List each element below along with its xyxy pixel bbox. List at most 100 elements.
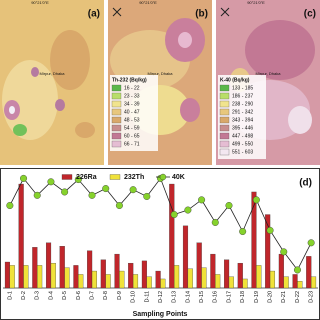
point [129, 186, 137, 194]
legend-swatch [219, 92, 230, 100]
bar [174, 265, 180, 289]
bar [73, 265, 79, 289]
x-tick-label: D-5 [62, 291, 68, 300]
legend-swatch [219, 132, 230, 140]
x-tick-label: D-16 [213, 291, 219, 303]
x-tick-label: D-20 [268, 291, 274, 303]
x-tick-label: D-12 [158, 291, 164, 303]
point [280, 248, 288, 256]
point [239, 227, 247, 235]
x-tick-label: D-3 [35, 291, 41, 300]
legend-label: 232Th [124, 174, 144, 181]
x-tick-label: D-2 [21, 291, 27, 300]
bar [169, 183, 175, 289]
coord-label: 90°21'0"E [247, 0, 265, 5]
x-tick-label: D-7 [89, 291, 95, 300]
place-label: Mirpur, Dhaka [148, 71, 174, 76]
point [266, 226, 274, 234]
bar [132, 274, 139, 289]
bar [18, 183, 24, 289]
legend-label: 40 - 47 [124, 109, 140, 115]
point [307, 239, 315, 247]
bar [146, 276, 152, 289]
point [61, 188, 69, 196]
bar [59, 246, 65, 289]
x-tick-label: D-4 [48, 291, 54, 300]
bar [215, 274, 221, 289]
legend-label: 48 - 53 [124, 117, 140, 123]
x-tick-label: D-22 [295, 291, 301, 303]
bar [311, 276, 317, 289]
legend-title: Th-232 (Bq/kg) [112, 77, 147, 83]
legend-swatch [111, 132, 122, 140]
legend-label: 291 - 342 [232, 109, 253, 115]
bar [242, 278, 248, 289]
bar [155, 270, 161, 289]
coord-label: 90°21'0"E [139, 0, 157, 5]
legend-label: 499 - 550 [232, 141, 253, 147]
x-tick-label: D-13 [172, 291, 178, 303]
x-tick-label: D-10 [131, 291, 137, 303]
bar [228, 276, 234, 289]
x-tick-label: D-15 [199, 291, 205, 303]
bar [114, 253, 120, 289]
bar [50, 262, 56, 289]
place-label: Mirpur, Dhaka [40, 71, 66, 76]
x-tick-label: D-18 [240, 291, 246, 303]
x-axis-label: Sampling Points [133, 311, 188, 318]
legend-swatch [111, 116, 122, 124]
bar [105, 274, 111, 289]
bar [196, 242, 202, 289]
bar [256, 265, 262, 289]
map-label: (b) [195, 9, 208, 20]
legend-label: 40K [172, 174, 185, 181]
legend-swatch [111, 108, 122, 116]
bar [37, 265, 43, 289]
point [211, 218, 219, 226]
point [20, 174, 28, 182]
bar [283, 276, 289, 289]
bar [64, 267, 70, 289]
legend-swatch [219, 124, 230, 132]
bar [45, 242, 52, 289]
bar [265, 214, 271, 289]
legend-swatch [219, 100, 230, 108]
panel-label: (d) [299, 178, 312, 189]
legend-label: 238 - 290 [232, 101, 253, 107]
map-label: (c) [304, 9, 316, 20]
legend-label: 133 - 185 [232, 85, 253, 91]
legend-label: 66 - 71 [124, 141, 140, 147]
x-tick-label: D-9 [117, 291, 123, 300]
bar [269, 270, 276, 289]
legend-swatch [111, 84, 122, 92]
legend-label: 343 - 394 [232, 117, 253, 123]
legend-label: 395 - 446 [232, 125, 253, 131]
bar [23, 265, 29, 289]
point [170, 211, 178, 219]
legend-label: 551 - 603 [232, 149, 253, 155]
point [293, 266, 301, 274]
legend-swatch [219, 84, 230, 92]
bar [297, 281, 303, 289]
legend-swatch [61, 174, 73, 180]
bar [119, 270, 125, 289]
legend-label: 186 - 237 [232, 93, 253, 99]
x-tick-label: D-21 [281, 291, 287, 303]
x-tick-label: D-6 [76, 291, 82, 300]
point [225, 202, 233, 210]
legend-label: 447 - 498 [232, 133, 253, 139]
point [6, 202, 14, 210]
point [102, 185, 110, 193]
x-tick-label: D-14 [185, 291, 191, 303]
point [252, 196, 260, 204]
legend-swatch [219, 140, 230, 148]
legend-label: 34 - 39 [124, 101, 140, 107]
point [143, 192, 151, 200]
legend-label: 16 - 22 [124, 85, 140, 91]
legend-label: 60 - 65 [124, 133, 140, 139]
bar [4, 261, 10, 289]
x-tick-label: D-17 [226, 291, 232, 303]
legend-swatch [219, 108, 230, 116]
bar [9, 265, 15, 289]
point [47, 178, 55, 186]
